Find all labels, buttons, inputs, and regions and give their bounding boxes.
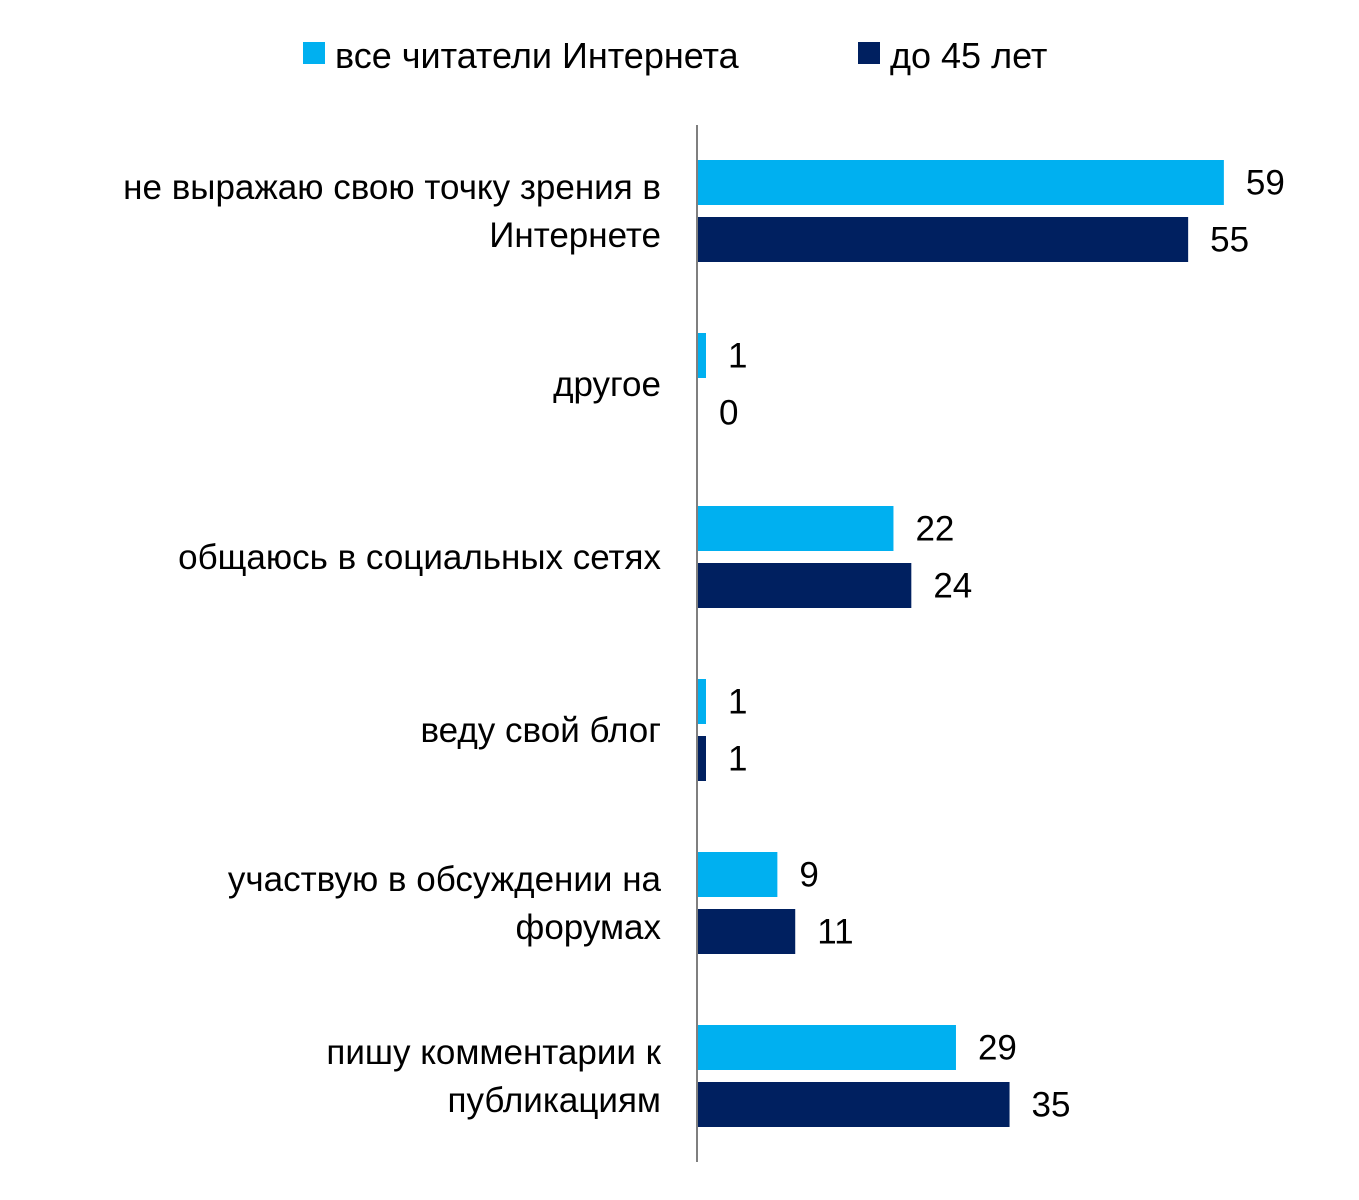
data-label: 29 (978, 1029, 1017, 1068)
data-label: 9 (799, 856, 818, 895)
chart-legend: все читатели Интернета до 45 лет (303, 35, 1047, 76)
bar (697, 217, 1189, 262)
chart-category-labels: не выражаю свою точку зрения в Интернете д… (123, 168, 662, 1120)
bar (697, 679, 706, 724)
bar (697, 160, 1224, 205)
category-label: общаюсь в социальных сетях (178, 538, 661, 577)
data-label: 35 (1032, 1086, 1071, 1125)
bar (697, 563, 912, 608)
bar (697, 333, 706, 378)
bar (697, 1025, 956, 1070)
data-label: 0 (719, 394, 738, 433)
data-label: 11 (817, 913, 853, 952)
category-label: другое (553, 365, 661, 404)
legend-label: до 45 лет (890, 35, 1047, 76)
data-label: 1 (728, 740, 747, 779)
bar (697, 1082, 1010, 1127)
data-label: 1 (728, 683, 747, 722)
category-label: пишу комментарии к публикациям (326, 1033, 661, 1120)
category-label: участвую в обсуждении на форумах (228, 860, 662, 947)
bar (697, 909, 796, 954)
data-label: 24 (933, 567, 972, 606)
legend-label: все читатели Интернета (335, 35, 740, 76)
bar (697, 506, 894, 551)
bar (697, 736, 706, 781)
data-label: 59 (1246, 164, 1285, 203)
data-label: 1 (728, 337, 747, 376)
legend-swatch (303, 42, 325, 64)
data-label: 55 (1210, 221, 1249, 260)
data-label: 22 (915, 510, 954, 549)
legend-swatch (858, 42, 880, 64)
category-label: не выражаю свою точку зрения в Интернете (123, 168, 661, 255)
category-label: веду свой блог (420, 711, 661, 750)
bar (697, 852, 778, 897)
